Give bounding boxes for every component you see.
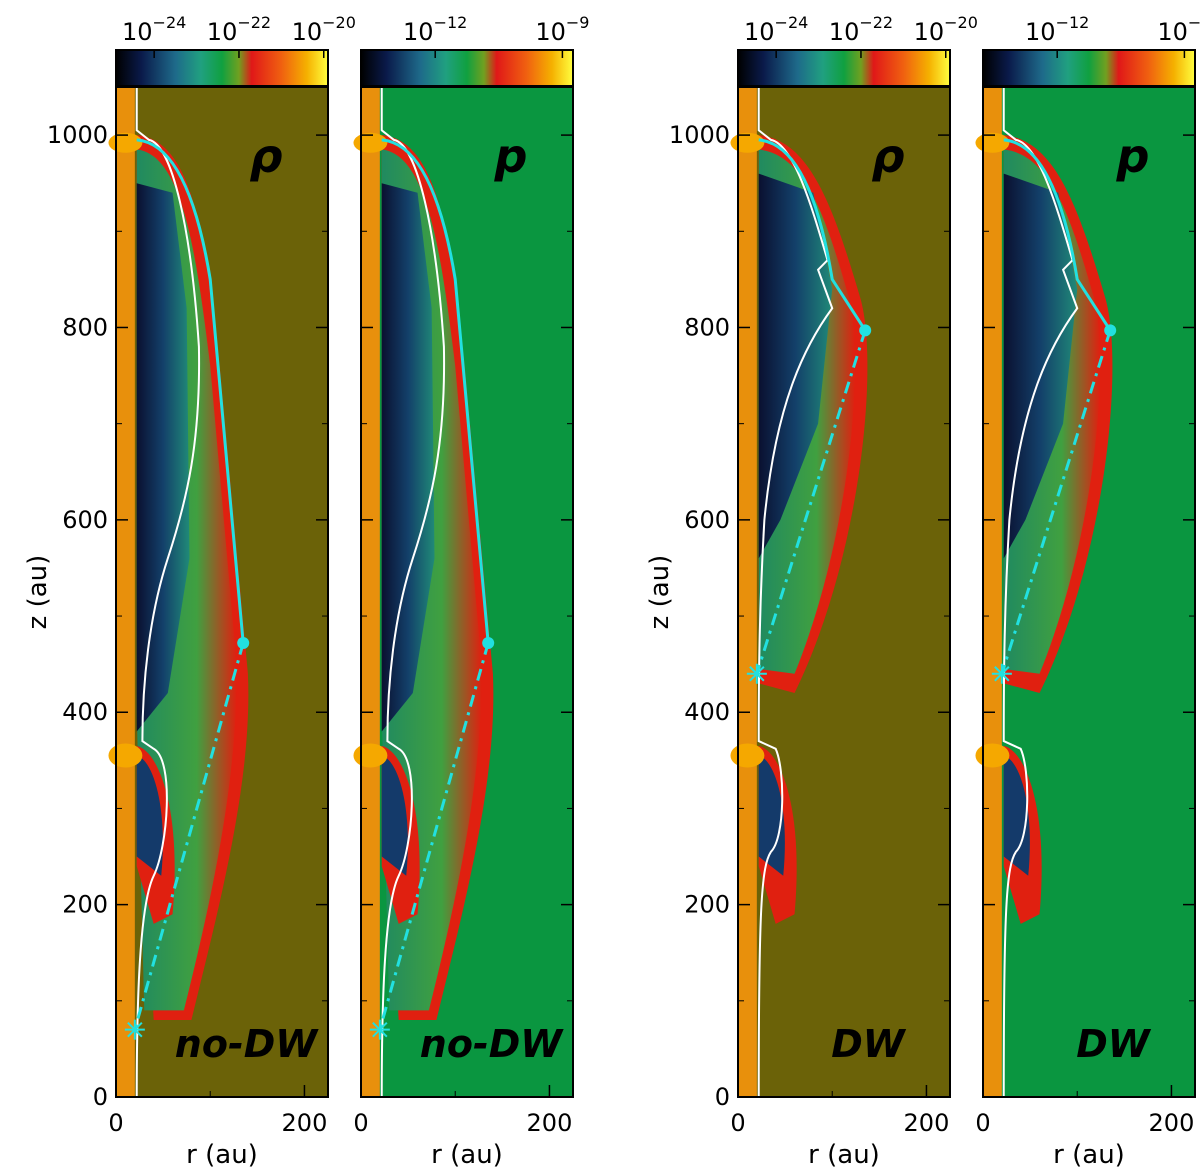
colorbar-tick-label: 10−9 <box>535 13 589 46</box>
panel-2: 0 200 r (au) p no-DW 10−12 10−9 <box>353 13 589 1170</box>
low-density-cavity <box>1003 173 1078 559</box>
x-tick-label: 0 <box>975 1109 990 1137</box>
lower-jet-head <box>108 743 143 768</box>
colorbar <box>737 49 951 87</box>
y-tick-label: 600 <box>684 506 730 534</box>
projection-line <box>378 642 490 1031</box>
lower-jet-head <box>730 743 765 768</box>
jet-axis-strip <box>983 87 1002 1097</box>
y-tick-label: 800 <box>684 313 730 341</box>
white-contour <box>135 87 201 1098</box>
x-tick-label: 200 <box>1149 1109 1195 1137</box>
white-contour <box>380 87 446 1098</box>
projection-line <box>133 642 245 1031</box>
y-tick-label: 400 <box>62 698 108 726</box>
y-tick-label: 0 <box>715 1083 730 1111</box>
star-ray <box>994 666 1010 682</box>
y-tick-label: 1000 <box>669 121 730 149</box>
panel-1: 0 200 400 600 800 1000 0 200 r (au) ρ no-DW 10−24 10… <box>47 13 356 1170</box>
x-axis-label: r (au) <box>186 1140 258 1170</box>
colorbar-tick-label: 10−20 <box>292 13 356 46</box>
colorbar-tick-label: 10−12 <box>1025 13 1089 46</box>
white-contour <box>1002 87 1079 1098</box>
star-marker <box>124 1019 145 1040</box>
low-density-cavity <box>758 173 833 559</box>
x-tick-label: 200 <box>527 1109 573 1137</box>
head-track <box>1003 138 1112 332</box>
lower-jet-head <box>353 743 388 768</box>
jet-axis-strip <box>361 87 380 1097</box>
y-tick-label: 200 <box>62 891 108 919</box>
colorbar <box>115 49 329 87</box>
panel-quantity-label: p <box>1116 129 1150 183</box>
panel-case-label: DW <box>1076 1022 1152 1066</box>
x-tick-label: 200 <box>282 1109 328 1137</box>
panel-case-label: DW <box>831 1022 907 1066</box>
y-tick-label: 200 <box>684 891 730 919</box>
panel-3: 0 200 400 600 800 1000 0 200 r (au) ρ DW 10−24 10−22… <box>669 13 978 1170</box>
y-tick-label: 1000 <box>47 121 108 149</box>
colorbar <box>360 49 574 87</box>
star-ray <box>127 1021 143 1038</box>
jet-axis-strip <box>116 87 135 1097</box>
low-density-cavity <box>381 183 435 732</box>
panel-quantity-label: ρ <box>250 129 283 183</box>
x-axis-label: r (au) <box>1053 1140 1125 1170</box>
colorbar <box>982 49 1196 87</box>
head-point <box>859 324 872 337</box>
low-density-cavity <box>136 183 190 732</box>
head-track <box>136 138 245 644</box>
star-marker <box>991 663 1012 684</box>
lower-knot-cavity <box>136 755 163 876</box>
panel-quantity-label: ρ <box>872 129 905 183</box>
star-ray <box>372 1021 388 1038</box>
projection-line <box>755 329 867 675</box>
star-marker <box>746 663 767 684</box>
panel-case-label: no-DW <box>420 1022 564 1066</box>
jet-axis-strip <box>738 87 757 1097</box>
head-track <box>381 138 490 644</box>
panels-layer: 0 200 400 600 800 1000 0 200 r (au) ρ no-DW 10−24 10… <box>47 13 1200 1170</box>
x-tick-label: 0 <box>353 1109 368 1137</box>
y-axis-label-right: z (au) <box>645 555 675 630</box>
colorbar-tick-label: 10−20 <box>914 13 978 46</box>
panel-case-label: no-DW <box>175 1022 319 1066</box>
panel-quantity-label: p <box>494 129 528 183</box>
star-ray <box>749 666 765 682</box>
x-tick-label: 0 <box>730 1109 745 1137</box>
star-marker <box>369 1019 390 1040</box>
lower-jet-head <box>975 743 1010 768</box>
lower-knot-cavity <box>1003 755 1030 876</box>
x-tick-label: 200 <box>904 1109 950 1137</box>
y-tick-label: 800 <box>62 313 108 341</box>
head-point <box>482 636 495 649</box>
colorbar-tick-label: 10−22 <box>829 13 893 46</box>
x-axis-label: r (au) <box>808 1140 880 1170</box>
head-point <box>1104 324 1117 337</box>
colorbar-tick-label: 10−9 <box>1157 13 1200 46</box>
head-track <box>758 138 867 332</box>
head-point <box>237 636 250 649</box>
lower-knot-cavity <box>758 755 785 876</box>
white-contour <box>757 87 834 1098</box>
colorbar-tick-label: 10−22 <box>207 13 271 46</box>
lower-knot-cavity <box>381 755 408 876</box>
y-tick-label: 0 <box>93 1083 108 1111</box>
y-tick-label: 400 <box>684 698 730 726</box>
projection-line <box>1000 329 1112 675</box>
y-axis-label-left: z (au) <box>23 555 53 630</box>
colorbar-tick-label: 10−24 <box>744 13 808 46</box>
panel-4: 0 200 r (au) p DW 10−12 10−9 <box>975 13 1200 1170</box>
colorbar-tick-label: 10−12 <box>403 13 467 46</box>
x-tick-label: 0 <box>108 1109 123 1137</box>
x-axis-label: r (au) <box>431 1140 503 1170</box>
colorbar-tick-label: 10−24 <box>122 13 186 46</box>
y-tick-label: 600 <box>62 506 108 534</box>
